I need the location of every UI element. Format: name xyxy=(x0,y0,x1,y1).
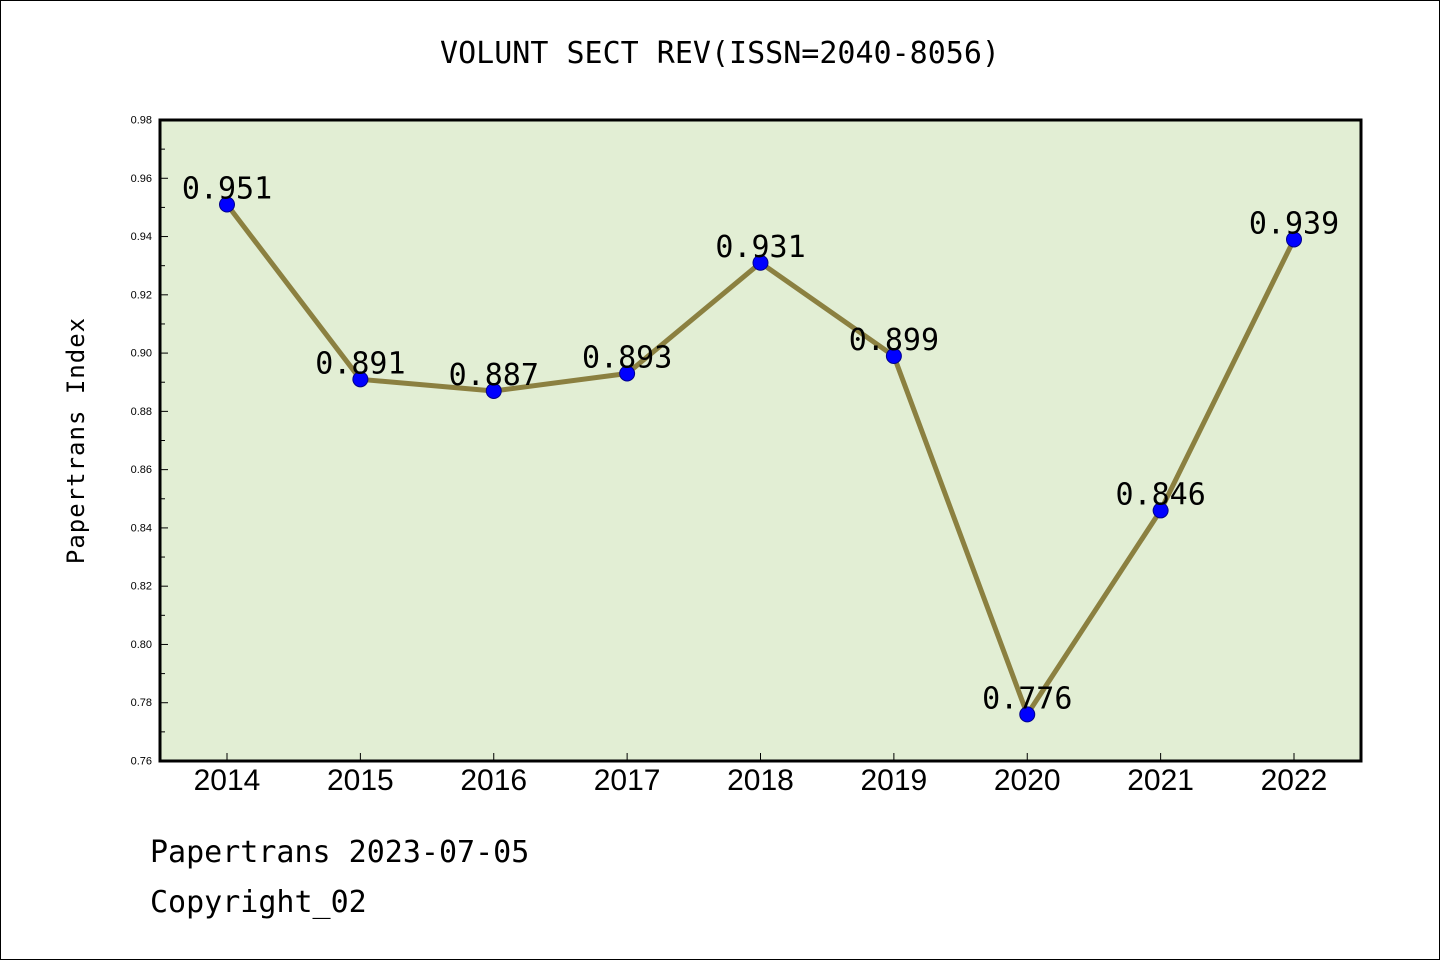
y-tick-label: 0.82 xyxy=(131,581,152,593)
y-tick-label: 0.96 xyxy=(131,173,152,185)
footer-copyright: Copyright_02 xyxy=(150,885,367,920)
chart-title: VOLUNT SECT REV(ISSN=2040-8056) xyxy=(440,36,1000,71)
y-axis: 0.76 0.78 0.80 0.82 0.84 0.86 0.88 0.90 0.92 0.94… xyxy=(131,115,168,768)
y-tick-label: 0.88 xyxy=(131,406,152,418)
y-tick-label: 0.86 xyxy=(131,464,152,476)
x-tick-label: 2014 xyxy=(194,764,261,797)
y-tick-label: 0.84 xyxy=(131,522,152,534)
data-point xyxy=(352,371,369,388)
data-point xyxy=(1152,502,1169,519)
data-label: 0.939 xyxy=(1249,206,1339,241)
plot-area xyxy=(158,118,1363,763)
x-tick-label: 2019 xyxy=(861,764,928,797)
x-tick-label: 2022 xyxy=(1261,764,1328,797)
x-tick-label: 2021 xyxy=(1127,764,1194,797)
y-tick-label: 0.78 xyxy=(131,697,152,709)
data-label: 0.899 xyxy=(849,323,939,358)
data-point xyxy=(219,196,235,213)
footer-source: Papertrans 2023-07-05 xyxy=(150,835,530,870)
x-tick-label: 2017 xyxy=(594,764,661,797)
data-label: 0.846 xyxy=(1115,477,1205,512)
series: 0.951 0.891 0.887 0.893 0.931 0.899 0.776 0.846… xyxy=(182,171,1339,723)
data-label: 0.776 xyxy=(982,681,1072,716)
data-point xyxy=(1019,706,1036,723)
data-point xyxy=(752,254,769,271)
data-label: 0.891 xyxy=(315,346,405,381)
data-label: 0.893 xyxy=(582,340,672,375)
data-label: 0.931 xyxy=(715,230,805,265)
x-tick-label: 2016 xyxy=(460,764,527,797)
data-point xyxy=(1286,231,1302,248)
x-tick-label: 2018 xyxy=(727,764,794,797)
y-tick-label: 0.94 xyxy=(131,231,152,243)
x-tick-label: 2020 xyxy=(994,764,1061,797)
data-point xyxy=(485,382,502,399)
x-axis: 2014 2015 2016 2017 2018 2019 2020 2021 2022 xyxy=(194,753,1328,797)
data-point xyxy=(619,365,636,382)
data-point xyxy=(885,348,902,365)
y-tick-label: 0.76 xyxy=(131,756,152,768)
y-tick-label: 0.92 xyxy=(131,289,152,301)
y-tick-label: 0.90 xyxy=(131,348,152,360)
y-tick-label: 0.98 xyxy=(131,115,152,127)
y-tick-label: 0.80 xyxy=(131,639,152,651)
data-label: 0.951 xyxy=(182,171,272,206)
y-axis-label: Papertrans Index xyxy=(62,317,90,564)
x-tick-label: 2015 xyxy=(327,764,394,797)
data-label: 0.887 xyxy=(449,358,539,393)
